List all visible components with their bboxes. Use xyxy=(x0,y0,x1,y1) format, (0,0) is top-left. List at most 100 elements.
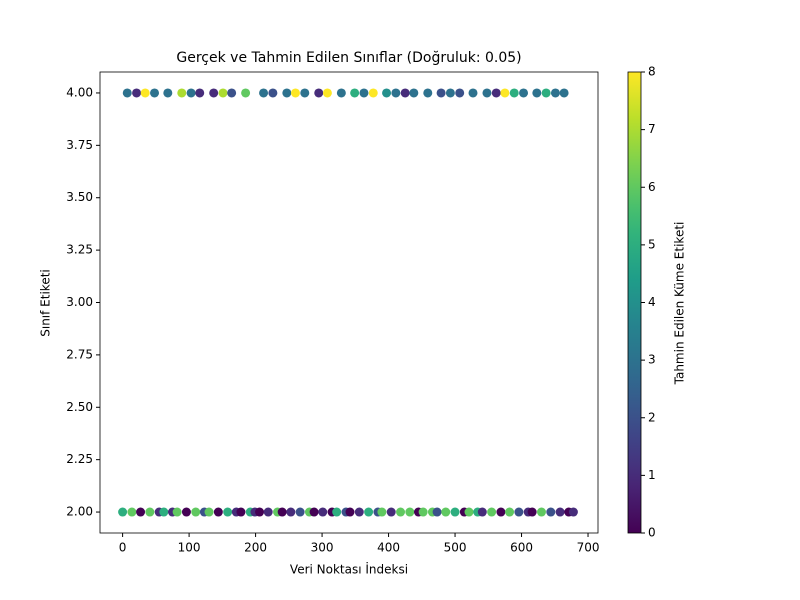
point xyxy=(568,507,578,517)
point xyxy=(559,88,569,98)
point xyxy=(132,88,142,98)
y-tick-label: 2.50 xyxy=(66,400,93,414)
point xyxy=(295,507,305,517)
x-tick-label: 100 xyxy=(178,541,201,555)
point xyxy=(445,88,455,98)
y-axis-label: Sınıf Etiketi xyxy=(39,269,53,337)
y-tick-label: 2.00 xyxy=(66,505,93,519)
colorbar-label: Tahmin Edilen Küme Etiketi xyxy=(673,222,687,386)
x-tick-label: 200 xyxy=(244,541,267,555)
point xyxy=(500,88,510,98)
colorbar-tick-label: 7 xyxy=(648,122,656,136)
point xyxy=(364,507,374,517)
point xyxy=(290,88,300,98)
point xyxy=(282,88,292,98)
point xyxy=(318,507,328,517)
point xyxy=(300,88,310,98)
point xyxy=(136,507,146,517)
point xyxy=(391,88,401,98)
x-tick-label: 600 xyxy=(510,541,533,555)
y-tick-label: 3.50 xyxy=(66,190,93,204)
point xyxy=(191,507,201,517)
chart-title: Gerçek ve Tahmin Edilen Sınıflar (Doğrul… xyxy=(176,50,521,66)
y-tick-label: 2.75 xyxy=(66,347,93,361)
point xyxy=(223,507,233,517)
point xyxy=(527,507,537,517)
point xyxy=(464,507,474,517)
colorbar-tick-label: 5 xyxy=(648,237,656,251)
point xyxy=(423,88,433,98)
point xyxy=(546,507,556,517)
y-tick-label: 3.25 xyxy=(66,243,93,257)
point xyxy=(396,507,406,517)
x-tick-label: 500 xyxy=(444,541,467,555)
point xyxy=(259,88,269,98)
point xyxy=(255,507,265,517)
point xyxy=(450,507,460,517)
point xyxy=(186,88,196,98)
colorbar-tick-label: 3 xyxy=(648,353,656,367)
x-tick-label: 400 xyxy=(377,541,400,555)
point xyxy=(163,88,173,98)
x-tick-label: 0 xyxy=(119,541,127,555)
colorbar-tick-label: 8 xyxy=(648,65,656,79)
point xyxy=(268,88,278,98)
point xyxy=(354,507,364,517)
point xyxy=(532,88,542,98)
point xyxy=(418,507,428,517)
colorbar-tick-label: 0 xyxy=(648,526,656,540)
point xyxy=(118,507,128,517)
point xyxy=(236,507,246,517)
point xyxy=(436,88,446,98)
point xyxy=(491,88,501,98)
point xyxy=(322,88,332,98)
x-axis-label: Veri Noktası İndeksi xyxy=(290,562,408,577)
point xyxy=(405,507,415,517)
point xyxy=(386,507,396,517)
point xyxy=(382,88,392,98)
point xyxy=(195,88,205,98)
point xyxy=(127,507,137,517)
point xyxy=(309,507,319,517)
point xyxy=(204,507,214,517)
point xyxy=(213,507,223,517)
point xyxy=(172,507,182,517)
point xyxy=(145,507,155,517)
point xyxy=(400,88,410,98)
point xyxy=(122,88,132,98)
point xyxy=(514,507,524,517)
point xyxy=(477,507,487,517)
point xyxy=(332,507,342,517)
point xyxy=(263,507,273,517)
point xyxy=(482,88,492,98)
point xyxy=(441,507,451,517)
point xyxy=(550,88,560,98)
point xyxy=(159,507,169,517)
y-tick-label: 4.00 xyxy=(66,85,93,99)
y-tick-label: 3.00 xyxy=(66,295,93,309)
point xyxy=(150,88,160,98)
point xyxy=(505,507,515,517)
point xyxy=(377,507,387,517)
y-tick-label: 3.75 xyxy=(66,138,93,152)
colorbar-tick-label: 6 xyxy=(648,180,656,194)
point xyxy=(218,88,228,98)
point xyxy=(177,88,187,98)
point xyxy=(140,88,150,98)
point xyxy=(509,88,519,98)
plot-frame xyxy=(99,71,599,534)
point xyxy=(468,88,478,98)
colorbar xyxy=(628,72,641,533)
point xyxy=(432,507,442,517)
point xyxy=(241,88,251,98)
point xyxy=(409,88,419,98)
point xyxy=(536,507,546,517)
point xyxy=(350,88,360,98)
colorbar-tick-label: 4 xyxy=(648,295,656,309)
x-tick-label: 700 xyxy=(577,541,600,555)
point xyxy=(286,507,296,517)
x-tick-label: 300 xyxy=(311,541,334,555)
point xyxy=(209,88,219,98)
point xyxy=(314,88,324,98)
